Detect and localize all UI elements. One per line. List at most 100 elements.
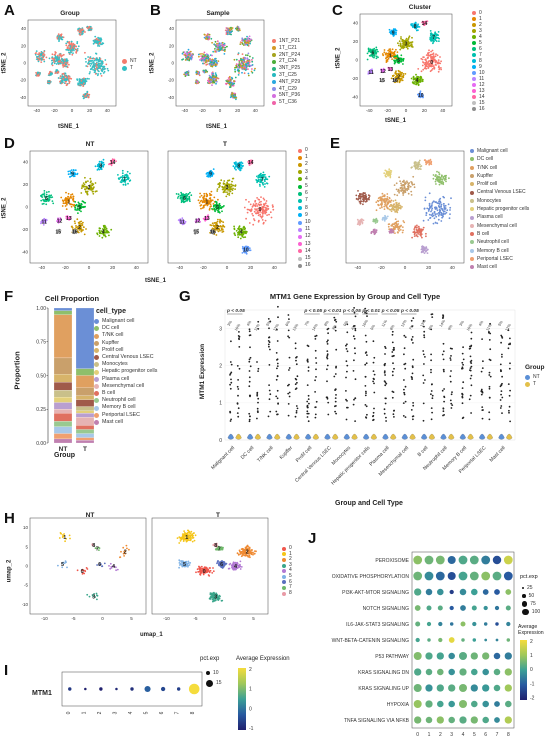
x-tick-label: -40: [355, 265, 362, 270]
cell-point: [67, 44, 70, 47]
cell-point: [94, 68, 97, 70]
cell-point: [422, 226, 425, 229]
legend-item: 9: [472, 64, 485, 70]
cell-point: [203, 192, 206, 195]
cell-point: [200, 59, 203, 62]
x-tick-label: 0: [226, 265, 229, 270]
cell-point: [105, 231, 107, 234]
cell-point: [87, 56, 89, 58]
cell-point: [71, 172, 74, 175]
cell-point: [40, 61, 43, 63]
cell-point: [94, 165, 97, 168]
cell-point: [402, 57, 405, 60]
cell-point: [216, 203, 218, 206]
cell-point: [401, 187, 404, 190]
cell-point: [212, 60, 215, 63]
cell-point: [389, 48, 392, 50]
cell-point: [232, 165, 235, 168]
cell-point: [416, 26, 419, 28]
legend-swatch: [472, 101, 476, 105]
cell-point: [407, 183, 410, 186]
legend-label: 13: [305, 240, 311, 247]
cell-point: [122, 180, 125, 182]
cell-point: [210, 190, 213, 193]
cell-point: [197, 199, 200, 202]
cell-point: [80, 187, 83, 190]
legend-label: 2NT_P24: [279, 51, 301, 58]
cell-point: [388, 68, 391, 71]
cell-point: [187, 57, 190, 60]
cell-point: [268, 175, 271, 178]
cell-point: [187, 70, 190, 73]
cell-point: [43, 220, 46, 222]
cell-point: [188, 197, 191, 199]
x-tick-label: -20: [200, 265, 207, 270]
cell-point: [216, 62, 219, 64]
cell-point: [401, 231, 404, 234]
x-axis-label: tSNE_1: [145, 278, 167, 284]
cell-point: [38, 55, 41, 58]
cell-point: [381, 197, 383, 200]
cell-point: [98, 39, 100, 42]
legend-swatch: [122, 65, 127, 71]
cell-point: [231, 192, 234, 195]
cell-point: [51, 196, 54, 198]
cell-point: [45, 200, 48, 203]
cell-point: [375, 55, 378, 58]
cell-point: [246, 246, 248, 249]
cell-point: [73, 205, 76, 207]
cell-point: [381, 201, 383, 204]
cell-point: [242, 248, 245, 251]
cell-point: [99, 63, 101, 65]
cell-point: [268, 213, 270, 216]
cell-point: [251, 213, 254, 215]
legend-label: 12: [479, 82, 485, 88]
cell-point: [380, 69, 382, 71]
plot-frame: [27, 19, 117, 107]
legend-item: 4: [472, 34, 485, 40]
cluster-label: 2: [78, 225, 81, 231]
cell-point: [228, 184, 230, 186]
cell-point: [66, 217, 69, 219]
cell-point: [432, 52, 435, 55]
cell-point: [257, 180, 260, 183]
cell-point: [35, 52, 37, 54]
legend-swatch: [472, 83, 476, 87]
cell-point: [71, 45, 74, 47]
legend-swatch: [298, 170, 302, 175]
cell-point: [98, 235, 101, 237]
cell-point: [263, 178, 266, 181]
cell-point: [70, 40, 73, 43]
cell-point: [244, 231, 247, 233]
cell-point: [226, 191, 228, 194]
cell-point: [263, 204, 266, 207]
cell-point: [250, 210, 252, 213]
cell-point: [417, 93, 420, 96]
cell-point: [394, 72, 397, 75]
cell-point: [390, 224, 393, 227]
cell-point: [101, 67, 104, 70]
cluster-label: 6: [183, 196, 186, 202]
cell-point: [64, 202, 67, 205]
cell-point: [410, 41, 413, 44]
cell-point: [70, 49, 73, 51]
cell-point: [94, 64, 96, 67]
cell-point: [43, 50, 46, 53]
cell-point: [228, 194, 231, 196]
cell-point: [60, 38, 63, 41]
cell-point: [406, 43, 408, 46]
y-tick-label: -20: [352, 76, 358, 81]
cell-point: [401, 75, 404, 78]
cell-point: [190, 57, 192, 59]
legend-label: 2: [305, 161, 308, 168]
cell-point: [411, 36, 413, 39]
cell-point: [127, 182, 129, 185]
cell-point: [404, 73, 407, 75]
cell-point: [84, 57, 87, 60]
cell-point: [241, 39, 243, 42]
cell-point: [96, 165, 99, 168]
cell-point: [89, 71, 91, 73]
legend-cluster: 0 1 2 3 4 5 6 7 8 9 10 11 12 13 14 15 16: [472, 10, 485, 112]
cell-point: [91, 190, 94, 193]
